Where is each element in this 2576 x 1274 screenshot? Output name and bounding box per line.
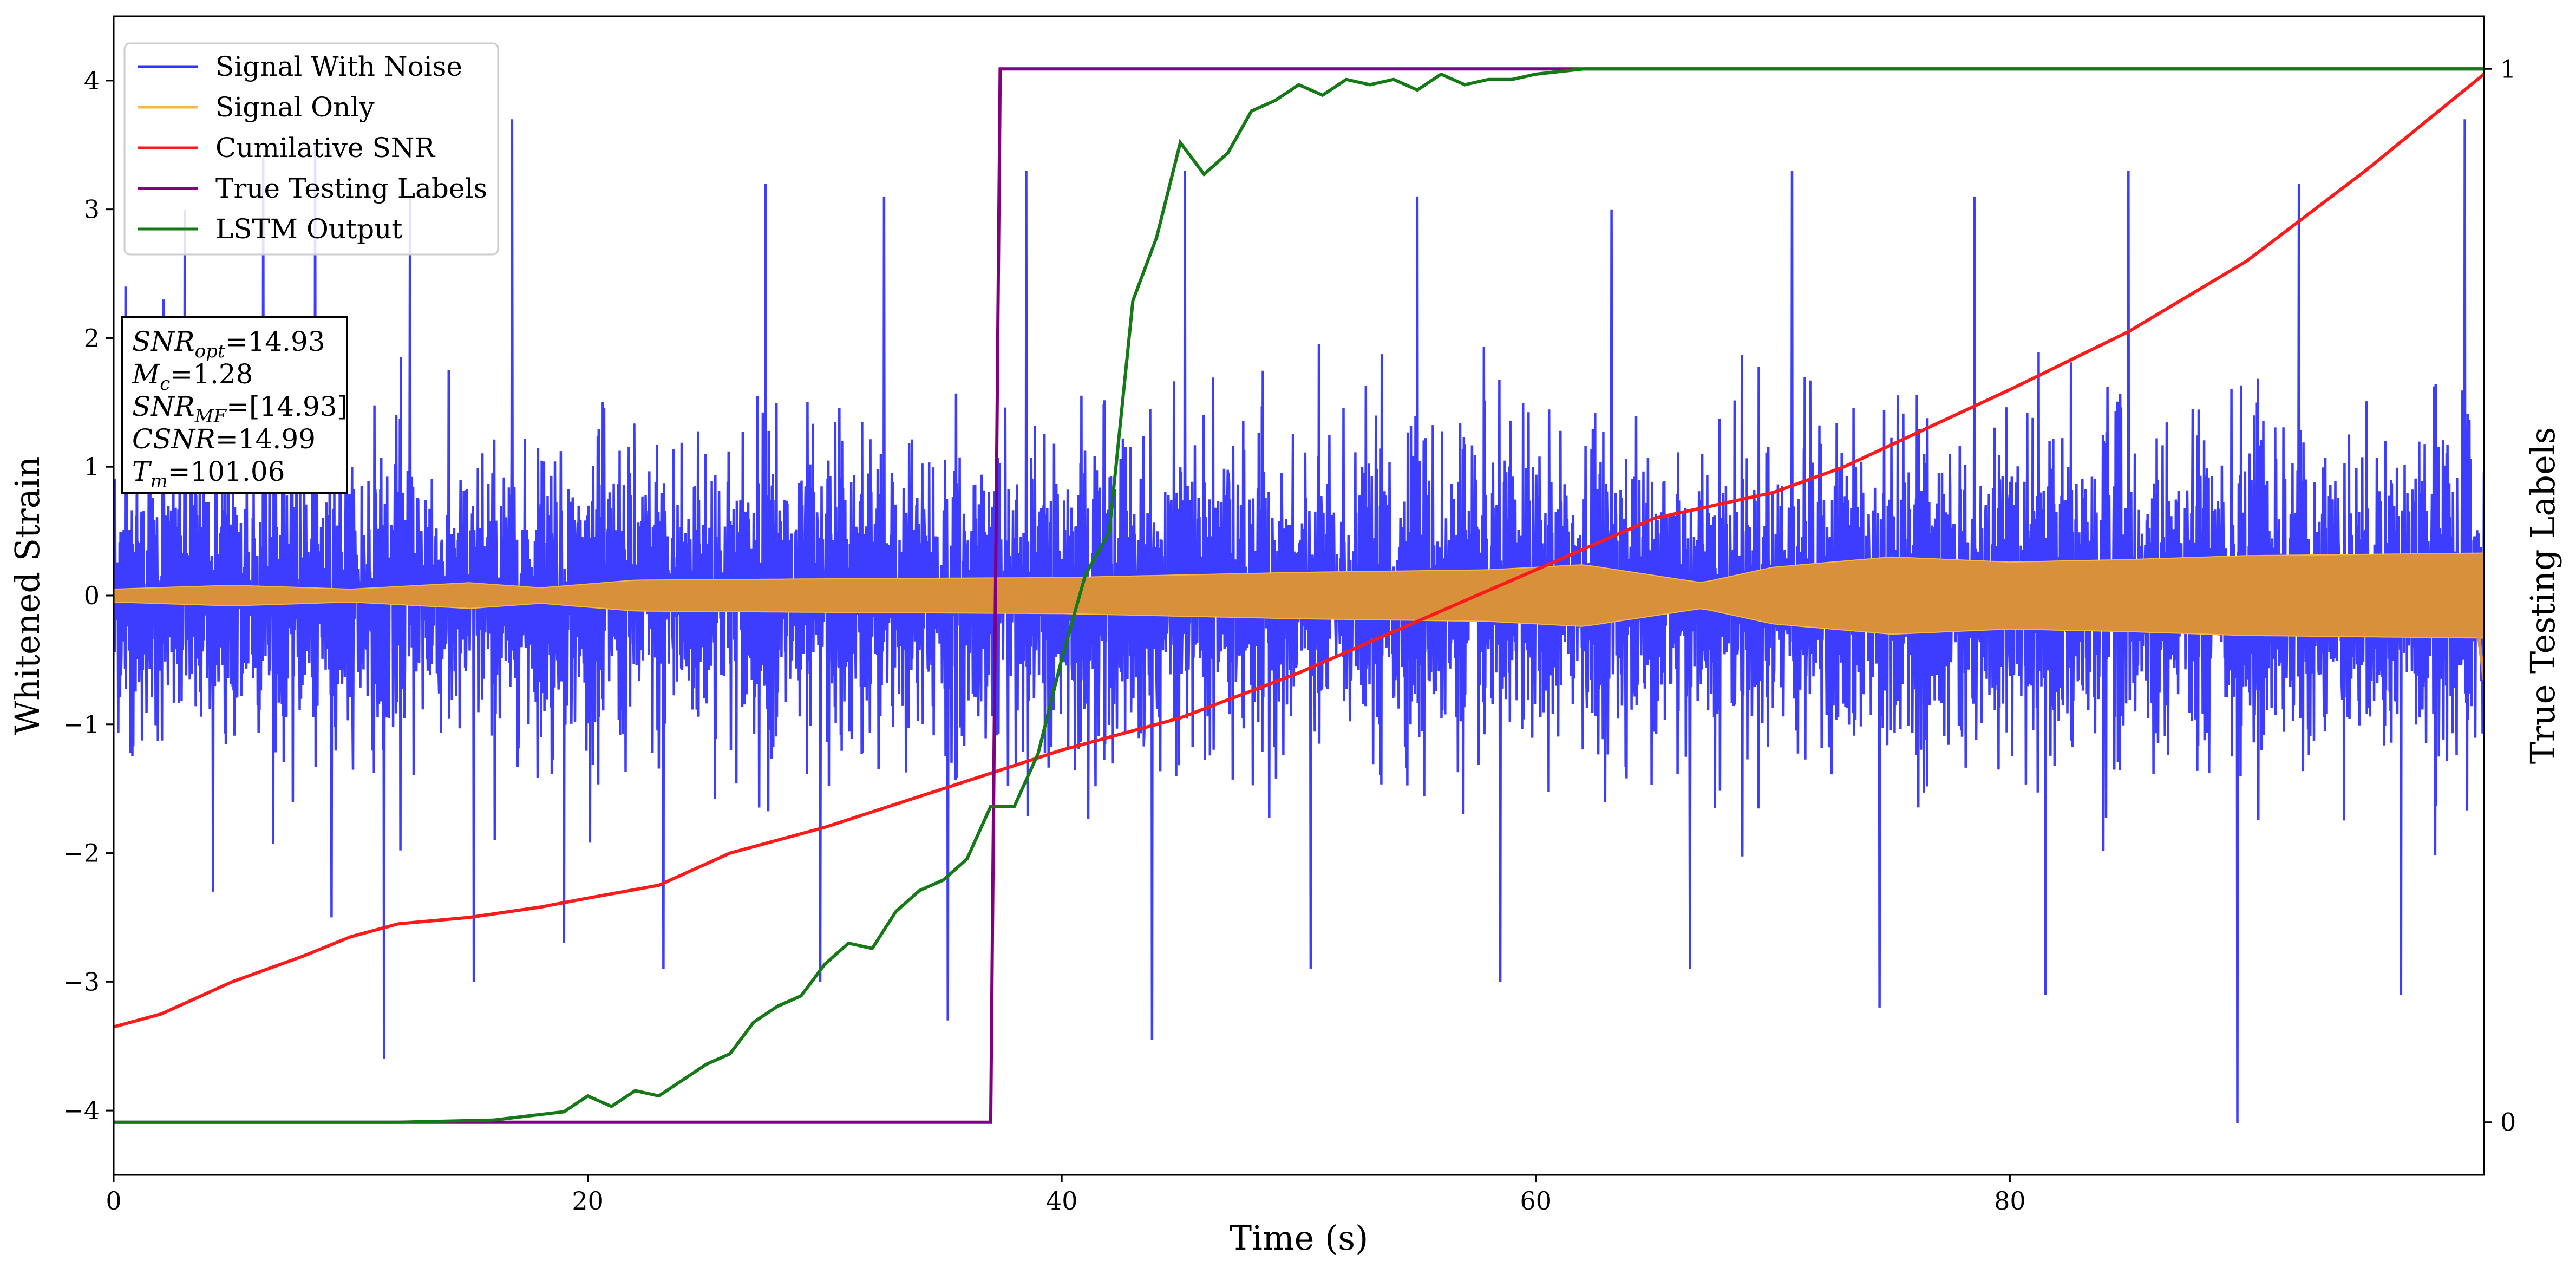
- y2-axis-ticks: 01: [2484, 54, 2516, 1137]
- y-tick-label: 1: [84, 452, 100, 481]
- legend-box: [123, 42, 499, 256]
- legend-label-signal-only: Signal Only: [215, 92, 375, 123]
- legend: Signal With Noise Signal Only Cumilative…: [123, 42, 499, 256]
- annotation-snr-mf: SNRMF=[14.93]: [132, 391, 348, 427]
- x-axis-label: Time (s): [1230, 1218, 1369, 1258]
- y-tick-label: −3: [63, 967, 100, 996]
- stats-annotation-box: [121, 316, 348, 494]
- x-tick-label: 80: [1994, 1186, 2026, 1216]
- legend-label-signal-with-noise: Signal With Noise: [215, 51, 462, 82]
- stats-annotation: SNRopt=14.93 Mc=1.28 SNRMF=[14.93] CSNR=…: [121, 316, 348, 494]
- annotation-merger-time: Tm=101.06: [132, 456, 285, 492]
- y-tick-label: 0: [84, 581, 100, 610]
- x-tick-label: 0: [106, 1186, 121, 1216]
- legend-label-lstm-output: LSTM Output: [215, 213, 402, 245]
- x-tick-label: 60: [1520, 1186, 1552, 1216]
- annotation-chirp-mass: Mc=1.28: [132, 358, 253, 395]
- x-tick-label: 20: [572, 1186, 604, 1216]
- y-tick-label: 4: [84, 66, 100, 95]
- series-signal-only: [114, 552, 2484, 680]
- legend-label-cumulative-snr: Cumilative SNR: [215, 132, 435, 164]
- legend-label-true-testing-labels: True Testing Labels: [215, 173, 487, 204]
- y-tick-label: 3: [84, 195, 100, 224]
- y2-tick-label: 1: [2500, 54, 2516, 83]
- y2-tick-label: 0: [2500, 1108, 2516, 1137]
- lstm-output-line: [114, 67, 2484, 1124]
- y-tick-label: −4: [63, 1096, 100, 1125]
- x-axis-ticks: 0 20 40 60 80: [106, 1175, 2026, 1216]
- series-cumulative-snr: [114, 73, 2484, 1029]
- series-lstm-output: [114, 67, 2484, 1124]
- y-axis-label: Whitened Strain: [8, 456, 47, 735]
- plot-area: [114, 67, 2484, 1124]
- signal-only-tail: [2466, 557, 2484, 680]
- signal-only-band: [114, 552, 2484, 639]
- y-tick-label: 2: [84, 323, 100, 352]
- y-tick-label: −2: [63, 839, 100, 868]
- x-tick-label: 40: [1046, 1186, 1078, 1216]
- y2-axis-label: True Testing Labels: [2523, 427, 2562, 765]
- y-tick-label: −1: [63, 710, 100, 739]
- y-axis-ticks: −4 −3 −2 −1 0 1 2 3 4: [63, 66, 114, 1125]
- cumulative-snr-line: [114, 73, 2484, 1029]
- annotation-csnr: CSNR=14.99: [132, 423, 316, 455]
- annotation-snr-opt: SNRopt=14.93: [132, 326, 325, 362]
